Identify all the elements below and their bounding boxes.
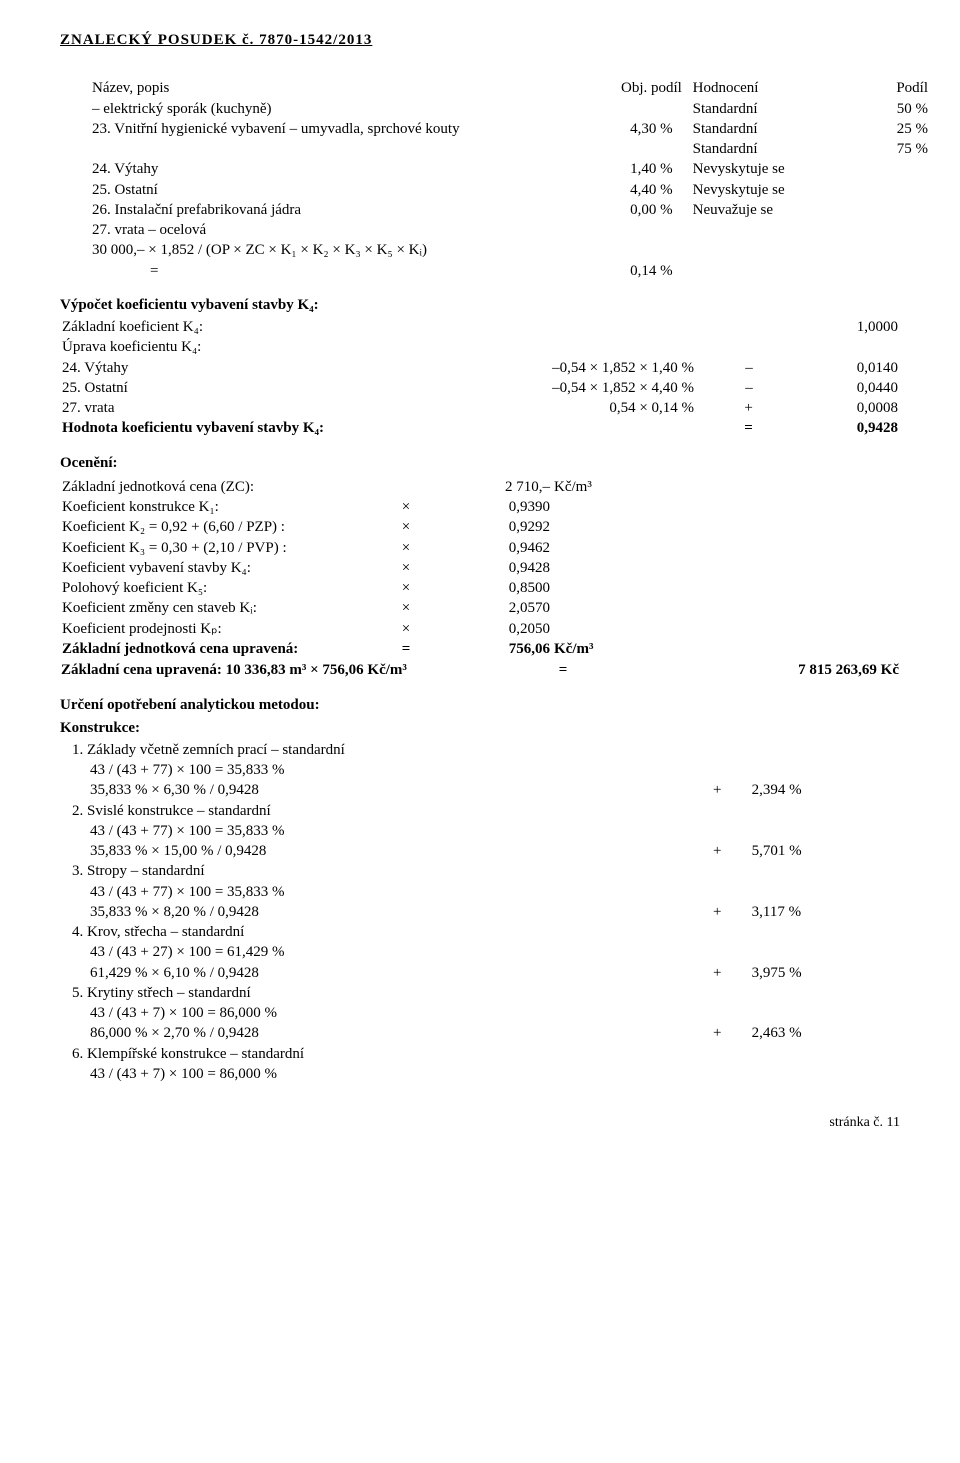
table-row: Koeficient prodejnosti Kₚ:×0,2050 — [60, 619, 616, 639]
table-nazev-popis: Název, popis Obj. podíl Hodnocení Podíl … — [90, 78, 930, 281]
table-row: Koeficient K₂ = 0,92 + (6,60 / PZP) :×0,… — [60, 517, 616, 537]
table-row: 25. Ostatní4,40 %Nevyskytuje se — [90, 180, 930, 200]
table-row: 25. Ostatní–0,54 × 1,852 × 4,40 %–0,0440 — [60, 378, 900, 398]
table-row: Základní jednotková cena (ZC):2 710,–Kč/… — [60, 477, 616, 497]
table-row: 24. Výtahy–0,54 × 1,852 × 1,40 %–0,0140 — [60, 358, 900, 378]
table-row: 27. vrata – ocelová — [90, 220, 930, 240]
table-row: 24. Výtahy1,40 %Nevyskytuje se — [90, 159, 930, 179]
table-row: 30 000,– × 1,852 / (OP × ZC × K₁ × K₂ × … — [90, 240, 930, 260]
th-b: Obj. podíl — [612, 78, 690, 98]
table-row: =0,14 % — [90, 261, 930, 281]
table-row: Koeficient změny cen staveb Kᵢ:×2,0570 — [60, 598, 616, 618]
th-a: Název, popis — [90, 78, 612, 98]
table-row: Úprava koeficientu K₄: — [60, 337, 900, 357]
th-d: Podíl — [853, 78, 930, 98]
oceneni-table: Základní jednotková cena (ZC):2 710,–Kč/… — [60, 477, 616, 659]
analytic-title: Určení opotřebení analytickou metodou: — [60, 695, 900, 715]
table-row: 27. vrata0,54 × 0,14 %+0,0008 — [60, 398, 900, 418]
table-row: Standardní75 % — [90, 139, 930, 159]
table-row: 2. Svislé konstrukce – standardní — [70, 801, 910, 821]
table-row: 43 / (43 + 27) × 100 = 61,429 % — [70, 942, 910, 962]
table-row: Koeficient konstrukce K₁:×0,9390 — [60, 497, 616, 517]
k4-table: Základní koeficient K₄:1,0000 Úprava koe… — [60, 317, 900, 439]
table-row: 35,833 % × 15,00 % / 0,9428+5,701 % — [70, 841, 910, 861]
table-row: 23. Vnitřní hygienické vybavení – umyvad… — [90, 119, 930, 139]
table-row: Polohový koeficient K₅:×0,8500 — [60, 578, 616, 598]
table-row: 43 / (43 + 7) × 100 = 86,000 % — [70, 1003, 910, 1023]
table-row: 86,000 % × 2,70 % / 0,9428+2,463 % — [70, 1023, 910, 1043]
konstrukce-table: 1. Základy včetně zemních prací – standa… — [70, 740, 910, 1084]
th-c: Hodnocení — [691, 78, 853, 98]
table-row: 5. Krytiny střech – standardní — [70, 983, 910, 1003]
table-row: Koeficient vybavení stavby K₄:×0,9428 — [60, 558, 616, 578]
table-row: 1. Základy včetně zemních prací – standa… — [70, 740, 910, 760]
table-row: Základní jednotková cena upravená:=756,0… — [60, 639, 616, 659]
final-row: Základní cena upravená: 10 336,83 m³ × 7… — [60, 659, 900, 681]
table-row: Základní koeficient K₄:1,0000 — [60, 317, 900, 337]
table-row: – elektrický sporák (kuchyně)Standardní5… — [90, 99, 930, 119]
table-row: 26. Instalační prefabrikovaná jádra0,00 … — [90, 200, 930, 220]
table-row: 43 / (43 + 77) × 100 = 35,833 % — [70, 821, 910, 841]
konstrukce-title: Konstrukce: — [60, 718, 900, 738]
table-row: 61,429 % × 6,10 % / 0,9428+3,975 % — [70, 963, 910, 983]
table-row: 4. Krov, střecha – standardní — [70, 922, 910, 942]
table-row: Koeficient K₃ = 0,30 + (2,10 / PVP) :×0,… — [60, 538, 616, 558]
oceneni-title: Ocenění: — [60, 453, 900, 473]
table-row: 43 / (43 + 77) × 100 = 35,833 % — [70, 760, 910, 780]
table-row: 43 / (43 + 77) × 100 = 35,833 % — [70, 882, 910, 902]
table-row: 43 / (43 + 7) × 100 = 86,000 % — [70, 1064, 910, 1084]
table-row: 35,833 % × 6,30 % / 0,9428+2,394 % — [70, 780, 910, 800]
table-row: 3. Stropy – standardní — [70, 861, 910, 881]
k4-title: Výpočet koeficientu vybavení stavby K₄: — [60, 295, 900, 315]
table-row: Hodnota koeficientu vybavení stavby K₄:=… — [60, 418, 900, 438]
table-row: 6. Klempířské konstrukce – standardní — [70, 1044, 910, 1064]
doc-header: ZNALECKÝ POSUDEK č. 7870-1542/2013 — [60, 30, 900, 50]
table-row: 35,833 % × 8,20 % / 0,9428+3,117 % — [70, 902, 910, 922]
page-footer: stránka č. 11 — [60, 1114, 900, 1133]
